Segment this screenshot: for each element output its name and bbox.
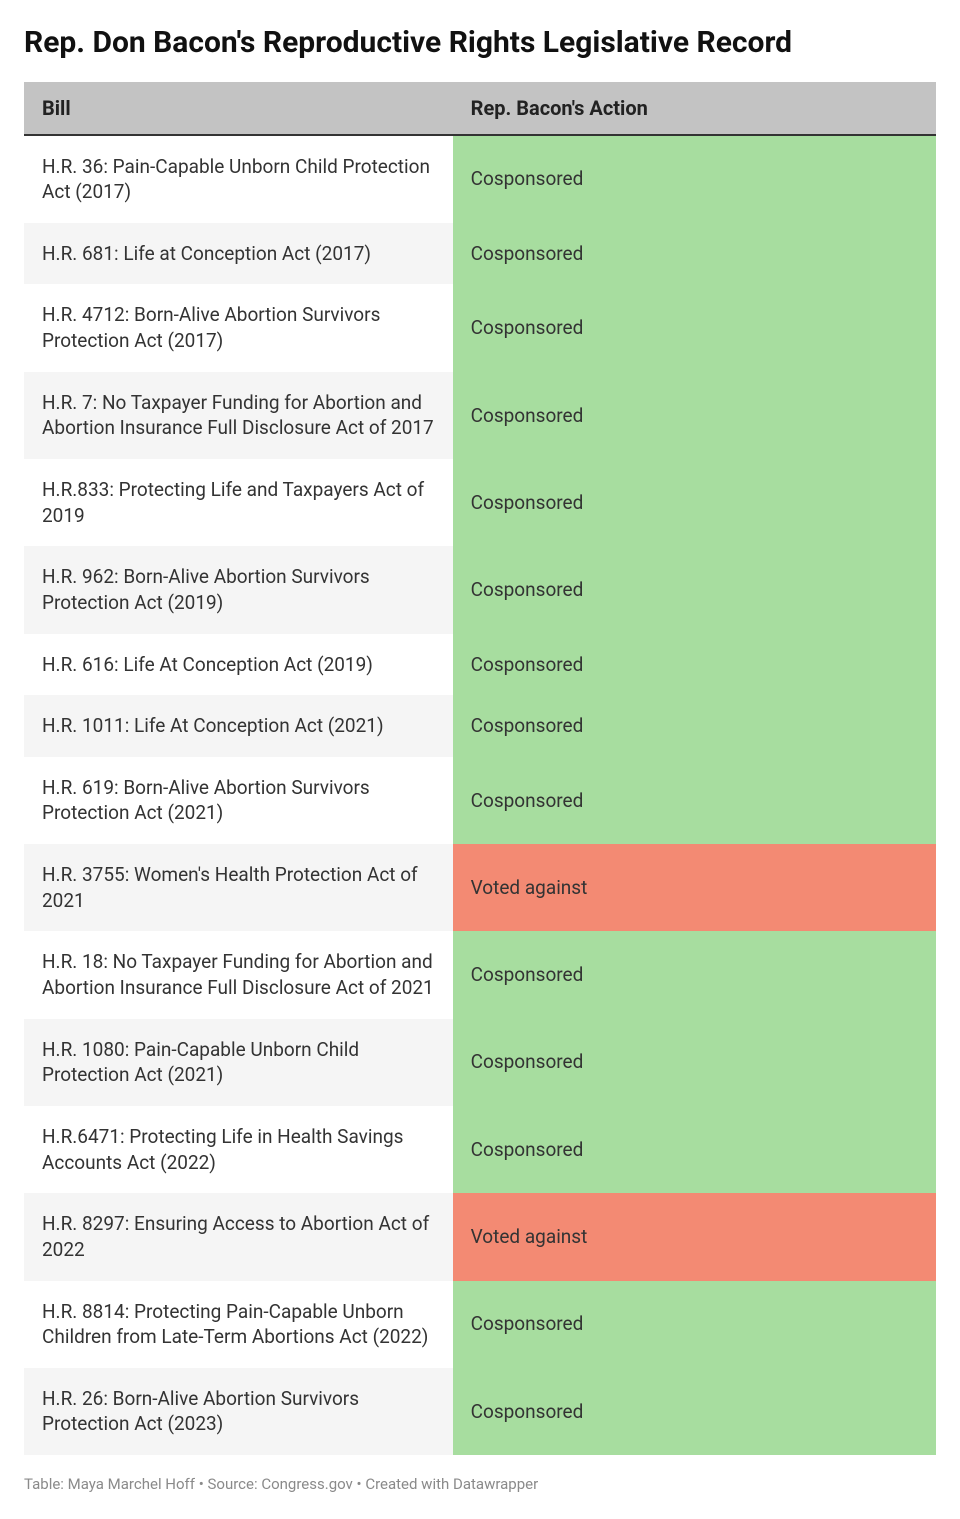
footer-attribution: Table: Maya Marchel Hoff • Source: Congr… <box>24 1475 936 1493</box>
table-row: H.R.833: Protecting Life and Taxpayers A… <box>24 459 936 546</box>
column-header-action: Rep. Bacon's Action <box>453 82 936 135</box>
action-cell: Cosponsored <box>453 459 936 546</box>
bill-cell: H.R. 1080: Pain-Capable Unborn Child Pro… <box>24 1019 453 1106</box>
table-row: H.R. 681: Life at Conception Act (2017)C… <box>24 223 936 285</box>
bill-cell: H.R. 36: Pain-Capable Unborn Child Prote… <box>24 135 453 223</box>
bill-cell: H.R. 18: No Taxpayer Funding for Abortio… <box>24 931 453 1018</box>
bill-cell: H.R. 619: Born-Alive Abortion Survivors … <box>24 757 453 844</box>
bill-cell: H.R. 8297: Ensuring Access to Abortion A… <box>24 1193 453 1280</box>
action-cell: Cosponsored <box>453 757 936 844</box>
action-cell: Cosponsored <box>453 284 936 371</box>
table-row: H.R. 1080: Pain-Capable Unborn Child Pro… <box>24 1019 936 1106</box>
bill-cell: H.R. 962: Born-Alive Abortion Survivors … <box>24 546 453 633</box>
action-cell: Cosponsored <box>453 1019 936 1106</box>
bill-cell: H.R. 4712: Born-Alive Abortion Survivors… <box>24 284 453 371</box>
table-row: H.R. 3755: Women's Health Protection Act… <box>24 844 936 931</box>
action-cell: Cosponsored <box>453 1281 936 1368</box>
bill-cell: H.R. 7: No Taxpayer Funding for Abortion… <box>24 372 453 459</box>
table-row: H.R. 18: No Taxpayer Funding for Abortio… <box>24 931 936 1018</box>
table-row: H.R. 36: Pain-Capable Unborn Child Prote… <box>24 135 936 223</box>
table-row: H.R. 1011: Life At Conception Act (2021)… <box>24 695 936 757</box>
bill-cell: H.R. 1011: Life At Conception Act (2021) <box>24 695 453 757</box>
action-cell: Cosponsored <box>453 372 936 459</box>
bill-cell: H.R. 3755: Women's Health Protection Act… <box>24 844 453 931</box>
action-cell: Cosponsored <box>453 695 936 757</box>
legislative-record-table: Bill Rep. Bacon's Action H.R. 36: Pain-C… <box>24 82 936 1456</box>
bill-cell: H.R. 681: Life at Conception Act (2017) <box>24 223 453 285</box>
table-row: H.R. 7: No Taxpayer Funding for Abortion… <box>24 372 936 459</box>
action-cell: Cosponsored <box>453 223 936 285</box>
table-row: H.R. 616: Life At Conception Act (2019)C… <box>24 634 936 696</box>
action-cell: Cosponsored <box>453 1368 936 1455</box>
action-cell: Voted against <box>453 1193 936 1280</box>
action-cell: Cosponsored <box>453 1106 936 1193</box>
bill-cell: H.R. 616: Life At Conception Act (2019) <box>24 634 453 696</box>
table-row: H.R. 4712: Born-Alive Abortion Survivors… <box>24 284 936 371</box>
table-row: H.R. 619: Born-Alive Abortion Survivors … <box>24 757 936 844</box>
bill-cell: H.R. 8814: Protecting Pain-Capable Unbor… <box>24 1281 453 1368</box>
action-cell: Cosponsored <box>453 634 936 696</box>
table-header-row: Bill Rep. Bacon's Action <box>24 82 936 135</box>
table-row: H.R. 8814: Protecting Pain-Capable Unbor… <box>24 1281 936 1368</box>
action-cell: Cosponsored <box>453 135 936 223</box>
bill-cell: H.R.6471: Protecting Life in Health Savi… <box>24 1106 453 1193</box>
table-row: H.R. 26: Born-Alive Abortion Survivors P… <box>24 1368 936 1455</box>
action-cell: Cosponsored <box>453 546 936 633</box>
table-row: H.R.6471: Protecting Life in Health Savi… <box>24 1106 936 1193</box>
bill-cell: H.R.833: Protecting Life and Taxpayers A… <box>24 459 453 546</box>
action-cell: Cosponsored <box>453 931 936 1018</box>
page-title: Rep. Don Bacon's Reproductive Rights Leg… <box>24 24 936 62</box>
action-cell: Voted against <box>453 844 936 931</box>
table-row: H.R. 8297: Ensuring Access to Abortion A… <box>24 1193 936 1280</box>
table-row: H.R. 962: Born-Alive Abortion Survivors … <box>24 546 936 633</box>
bill-cell: H.R. 26: Born-Alive Abortion Survivors P… <box>24 1368 453 1455</box>
column-header-bill: Bill <box>24 82 453 135</box>
